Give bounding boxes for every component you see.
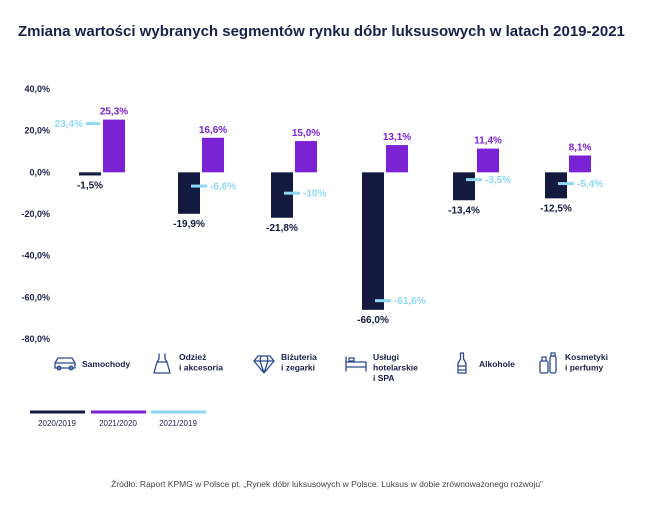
category-label-line: Alkohole <box>479 359 515 369</box>
data-label-2021-2019: -5,4% <box>577 179 603 190</box>
data-label-2021-2020: 15,0% <box>292 128 320 139</box>
legend: 2020/2019 2021/2020 2021/2019 <box>30 410 206 428</box>
bar-2020-2019 <box>545 172 567 199</box>
category-label-line: i akcesoria <box>179 363 223 373</box>
bar-2020-2019 <box>79 172 101 176</box>
bar-2020-2019 <box>453 172 475 201</box>
category-label: Odzież i akcesoria <box>179 352 223 373</box>
category-label: Samochody <box>82 359 130 369</box>
data-label-2021-2020: 16,6% <box>199 125 227 136</box>
data-label-2020-2019: -21,8% <box>266 223 298 234</box>
y-tick-label: 0,0% <box>29 167 50 177</box>
y-tick-label: 20,0% <box>24 126 50 136</box>
data-label-2021-2019: -6,6% <box>210 182 236 193</box>
category-group: -66,0% 13,1% -61,6% <box>357 132 426 326</box>
car-icon <box>54 357 76 371</box>
data-label-2021-2020: 13,1% <box>383 132 411 143</box>
bar-2021-2020 <box>386 145 408 173</box>
category-labels: Samochody Odzież i akcesoria Biżuteria i zeg… <box>54 352 608 383</box>
category-label-line: Odzież <box>179 352 206 362</box>
y-tick-label: -20,0% <box>21 209 50 219</box>
bar-2021-2020 <box>569 155 591 173</box>
category-group: -19,9% 16,6% -6,6% <box>173 125 236 230</box>
legend-item: 2021/2019 <box>151 410 206 428</box>
category-label-line: Samochody <box>82 359 130 369</box>
bar-2021-2020 <box>295 141 317 173</box>
legend-item: 2021/2020 <box>91 410 146 428</box>
data-label-2020-2019: -13,4% <box>448 205 480 216</box>
category-label-line: Biżuteria <box>281 352 317 362</box>
plot-area: -1,5% 25,3% 23,4% -19,9% 16,6% -6,6% -21,8% 15,… <box>55 107 604 326</box>
data-label-2020-2019: -66,0% <box>357 315 389 326</box>
bar-2020-2019 <box>271 172 293 218</box>
data-label-2020-2019: -1,5% <box>77 180 103 191</box>
data-label-2021-2020: 8,1% <box>569 142 592 153</box>
source-note: Źródło: Raport KPMG w Polsce pt. „Rynek … <box>111 479 543 489</box>
data-label-2020-2019: -19,9% <box>173 219 205 230</box>
y-tick-label: 40,0% <box>24 84 50 94</box>
y-axis: 40,0% 20,0% 0,0% -20,0% -40,0% -60,0% -80,0% <box>21 84 50 344</box>
data-label-2021-2020: 11,4% <box>474 136 502 147</box>
bottle-icon <box>457 352 467 374</box>
data-label-2021-2019: -61,6% <box>394 296 426 307</box>
category-label: Kosmetyki i perfumy <box>565 352 608 373</box>
bar-2021-2020 <box>477 148 499 173</box>
category-label-line: i SPA <box>373 373 395 383</box>
diamond-icon <box>253 355 275 374</box>
data-label-2020-2019: -12,5% <box>540 203 572 214</box>
category-label: Alkohole <box>479 359 515 369</box>
category-label-line: i zegarki <box>281 363 315 373</box>
bed-icon <box>345 356 367 372</box>
category-label-line: hotelarskie <box>373 363 418 373</box>
chart-title: Zmiana wartości wybranych segmentów rynk… <box>18 23 625 40</box>
y-tick-label: -60,0% <box>21 292 50 302</box>
category-label: Usługi hotelarskie i SPA <box>373 352 418 383</box>
bar-2020-2019 <box>362 172 384 310</box>
category-label: Biżuteria i zegarki <box>281 352 317 373</box>
legend-label: 2020/2019 <box>38 419 76 428</box>
bar-2021-2020 <box>202 137 224 173</box>
category-group: -12,5% 8,1% -5,4% <box>540 142 603 214</box>
data-label-2021-2019: -10% <box>303 189 326 200</box>
data-label-2021-2019: 23,4% <box>55 119 83 130</box>
dress-icon <box>153 353 171 374</box>
category-label-line: Kosmetyki <box>565 352 608 362</box>
perfume-icon <box>539 352 557 374</box>
category-label-line: i perfumy <box>565 363 604 373</box>
category-label-line: Usługi <box>373 352 399 362</box>
bar-2020-2019 <box>178 172 200 214</box>
category-group: -1,5% 25,3% 23,4% <box>55 107 129 192</box>
bar-2021-2020 <box>103 119 125 173</box>
legend-item: 2020/2019 <box>30 410 85 428</box>
category-group: -21,8% 15,0% -10% <box>266 128 326 234</box>
legend-label: 2021/2019 <box>159 419 197 428</box>
data-label-2021-2019: -3,5% <box>485 175 511 186</box>
legend-label: 2021/2020 <box>99 419 137 428</box>
y-tick-label: -80,0% <box>21 334 50 344</box>
y-tick-label: -40,0% <box>21 251 50 261</box>
category-group: -13,4% 11,4% -3,5% <box>448 136 511 217</box>
data-label-2021-2020: 25,3% <box>100 107 128 118</box>
